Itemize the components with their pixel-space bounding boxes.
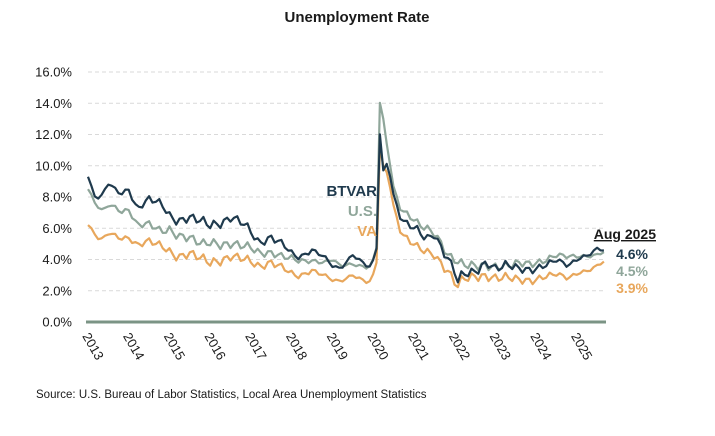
x-tick-label: 2014: [120, 330, 147, 363]
end-date-header: Aug 2025: [594, 226, 656, 242]
y-tick-label: 10.0%: [35, 158, 72, 173]
gridlines: [88, 71, 604, 292]
x-tick-label: 2013: [79, 330, 106, 363]
series-line-va: [87, 145, 605, 289]
end-label-us: 4.5%: [616, 263, 648, 279]
y-tick-label: 14.0%: [35, 96, 72, 111]
legend-btvar: BTVAR: [326, 183, 377, 200]
x-tick-label: 2023: [487, 330, 514, 363]
x-tick-label: 2019: [324, 330, 351, 363]
x-tick-label: 2025: [568, 330, 595, 363]
y-axis-ticks: 0.0% 2.0% 4.0% 6.0% 8.0% 10.0% 12.0% 14.0% 16.0%: [35, 65, 72, 330]
x-tick-label: 2022: [446, 330, 473, 363]
series-lines: [86, 101, 605, 289]
x-tick-label: 2020: [364, 330, 391, 363]
y-tick-label: 8.0%: [42, 190, 72, 205]
y-tick-label: 2.0%: [42, 283, 72, 298]
x-axis-ticks: 2013 2014 2015 2016 2017 2018 2019 2020 2021 2022…: [79, 330, 595, 363]
y-tick-label: 12.0%: [35, 127, 72, 142]
x-tick-label: 2024: [527, 330, 554, 363]
x-tick-label: 2018: [283, 330, 310, 363]
x-tick-label: 2021: [405, 330, 432, 363]
chart-title: Unemployment Rate: [284, 9, 429, 26]
legend-us: U.S.: [348, 203, 377, 220]
x-tick-label: 2016: [202, 330, 229, 363]
y-tick-label: 0.0%: [42, 315, 72, 330]
series-line-btvar: [86, 133, 604, 284]
source-note: Source: U.S. Bureau of Labor Statistics,…: [36, 389, 427, 401]
y-tick-label: 6.0%: [42, 221, 72, 236]
legend-va: VA: [357, 223, 377, 240]
x-tick-label: 2017: [242, 330, 269, 363]
end-label-btvar: 4.6%: [616, 246, 648, 262]
series-line-us: [87, 101, 605, 272]
end-label-va: 3.9%: [616, 280, 648, 296]
y-tick-label: 4.0%: [42, 252, 72, 267]
y-tick-label: 16.0%: [35, 65, 72, 80]
x-tick-label: 2015: [161, 330, 188, 363]
